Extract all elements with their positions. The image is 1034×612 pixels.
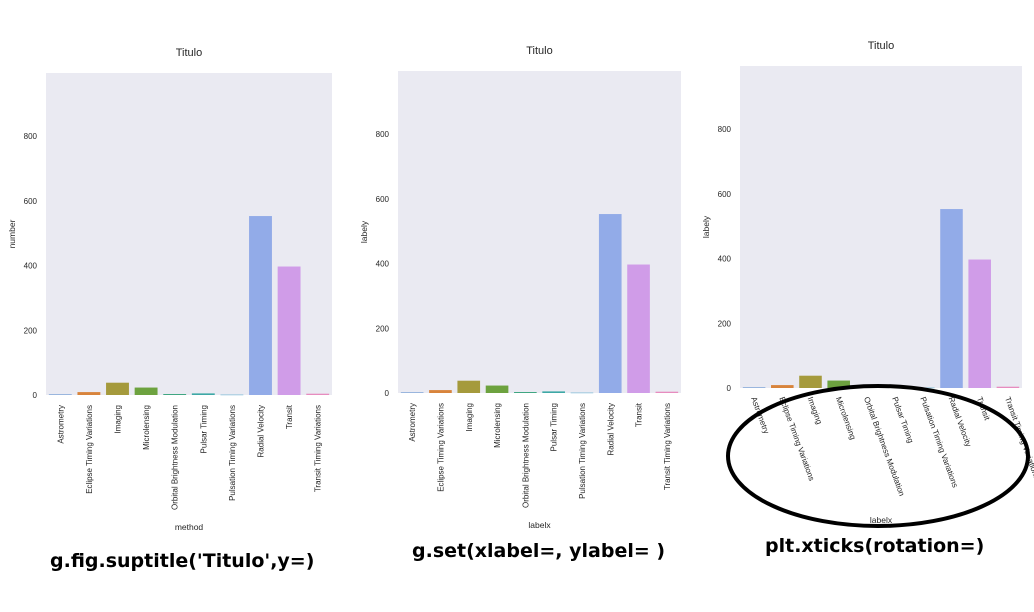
- x-tick-label: Imaging: [114, 405, 123, 433]
- x-tick-label: Eclipse Timing Variations: [436, 403, 445, 492]
- bar-3: [799, 375, 822, 388]
- bar-6: [191, 393, 215, 395]
- x-tick-label: Transit: [975, 396, 992, 423]
- bar-1: [400, 392, 424, 393]
- y-tick-label: 200: [376, 324, 390, 333]
- y-tick-label: 200: [718, 319, 732, 328]
- x-tick-label: Imaging: [465, 403, 474, 431]
- caption-suptitle: g.fig.suptitle('Titulo',y=): [50, 550, 315, 572]
- x-tick-label: Imaging: [806, 396, 824, 426]
- y-tick-label: 400: [718, 255, 732, 264]
- x-tick-label: Microlensing: [493, 403, 502, 448]
- bar-4: [134, 387, 158, 395]
- bar-7: [220, 394, 244, 396]
- caption-set-labels: g.set(xlabel=, ylabel= ): [412, 540, 666, 562]
- bar-6: [542, 391, 565, 393]
- x-tick-label: Transit Timing Variations: [314, 405, 323, 492]
- x-tick-label: Pulsar Timing: [550, 403, 559, 451]
- chart-title: Titulo: [526, 45, 553, 57]
- x-tick-label: Eclipse Timing Variations: [85, 405, 94, 494]
- x-tick-label: Astrometry: [408, 403, 417, 442]
- bar-4: [485, 385, 509, 393]
- x-axis-label: labelx: [870, 515, 893, 525]
- bar-4: [827, 380, 850, 388]
- x-tick-label: Astrometry: [749, 396, 771, 435]
- y-tick-label: 0: [385, 389, 390, 398]
- y-tick-label: 400: [24, 262, 38, 271]
- y-tick-label: 600: [24, 197, 38, 206]
- y-axis-label: number: [7, 219, 17, 248]
- x-tick-label: Pulsation Timing Variations: [228, 405, 237, 501]
- bar-3: [106, 382, 129, 395]
- x-tick-label: Radial Velocity: [257, 405, 266, 457]
- y-axis-label: labely: [359, 220, 369, 243]
- bar-8: [598, 214, 622, 393]
- bar-9: [627, 264, 650, 393]
- bar-6: [883, 386, 907, 388]
- chart-suptitle: Titulo 0 200 400 600 800 number Astrometry Eclip…: [7, 47, 332, 532]
- y-tick-label: 800: [376, 130, 390, 139]
- x-tick-label: Orbital Brightness Modulation: [521, 403, 530, 508]
- bar-10: [996, 386, 1020, 388]
- bar-5: [855, 387, 879, 388]
- x-tick-label: Microlensing: [834, 396, 858, 441]
- x-tick-label: Transit Timing Variations: [663, 403, 672, 490]
- bar-7: [570, 392, 594, 394]
- x-tick-label: Transit: [285, 404, 294, 429]
- chart-set-labels: Titulo 0 200 400 600 800 labely Astrometry Eclip…: [359, 45, 681, 530]
- bar-2: [771, 385, 794, 388]
- x-tick-label: Pulsar Timing: [890, 396, 915, 445]
- caption-xticks-rotation: plt.xticks(rotation=): [765, 535, 985, 557]
- x-axis-label: labelx: [528, 520, 551, 530]
- bar-5: [514, 392, 537, 393]
- x-tick-label: Astrometry: [56, 405, 65, 444]
- y-tick-label: 400: [376, 260, 390, 269]
- x-tick-label: Microlensing: [142, 405, 151, 450]
- y-tick-label: 800: [24, 132, 38, 141]
- bar-2: [77, 392, 101, 395]
- x-tick-label: Transit: [635, 402, 644, 427]
- x-tick-label: Radial Velocity: [947, 396, 973, 448]
- x-axis-label: method: [175, 522, 204, 532]
- bar-1: [742, 387, 766, 388]
- x-tick-label: Orbital Brightness Modulation: [171, 405, 180, 510]
- y-tick-label: 800: [718, 125, 732, 134]
- bar-1: [48, 394, 72, 395]
- chart-title: Titulo: [176, 47, 203, 59]
- bar-10: [655, 391, 679, 393]
- bar-2: [429, 390, 452, 393]
- bar-10: [306, 393, 330, 395]
- x-tick-label: Transit Timing Variations: [1003, 396, 1034, 481]
- bar-8: [249, 216, 272, 395]
- x-tick-label: Pulsation Timing Variations: [578, 403, 587, 499]
- y-tick-label: 200: [24, 326, 38, 335]
- y-tick-label: 0: [33, 391, 38, 400]
- y-tick-label: 0: [727, 384, 732, 393]
- x-tick-label: Radial Velocity: [606, 403, 615, 455]
- chart-title: Titulo: [868, 40, 895, 52]
- y-tick-label: 600: [718, 190, 732, 199]
- bar-7: [912, 387, 935, 389]
- y-axis-label: labely: [701, 215, 711, 238]
- bar-9: [277, 266, 301, 395]
- bar-9: [968, 259, 991, 388]
- bar-5: [163, 394, 187, 395]
- bar-3: [457, 380, 481, 393]
- bar-8: [940, 209, 963, 388]
- x-tick-label: Pulsar Timing: [199, 405, 208, 453]
- y-tick-label: 600: [376, 195, 390, 204]
